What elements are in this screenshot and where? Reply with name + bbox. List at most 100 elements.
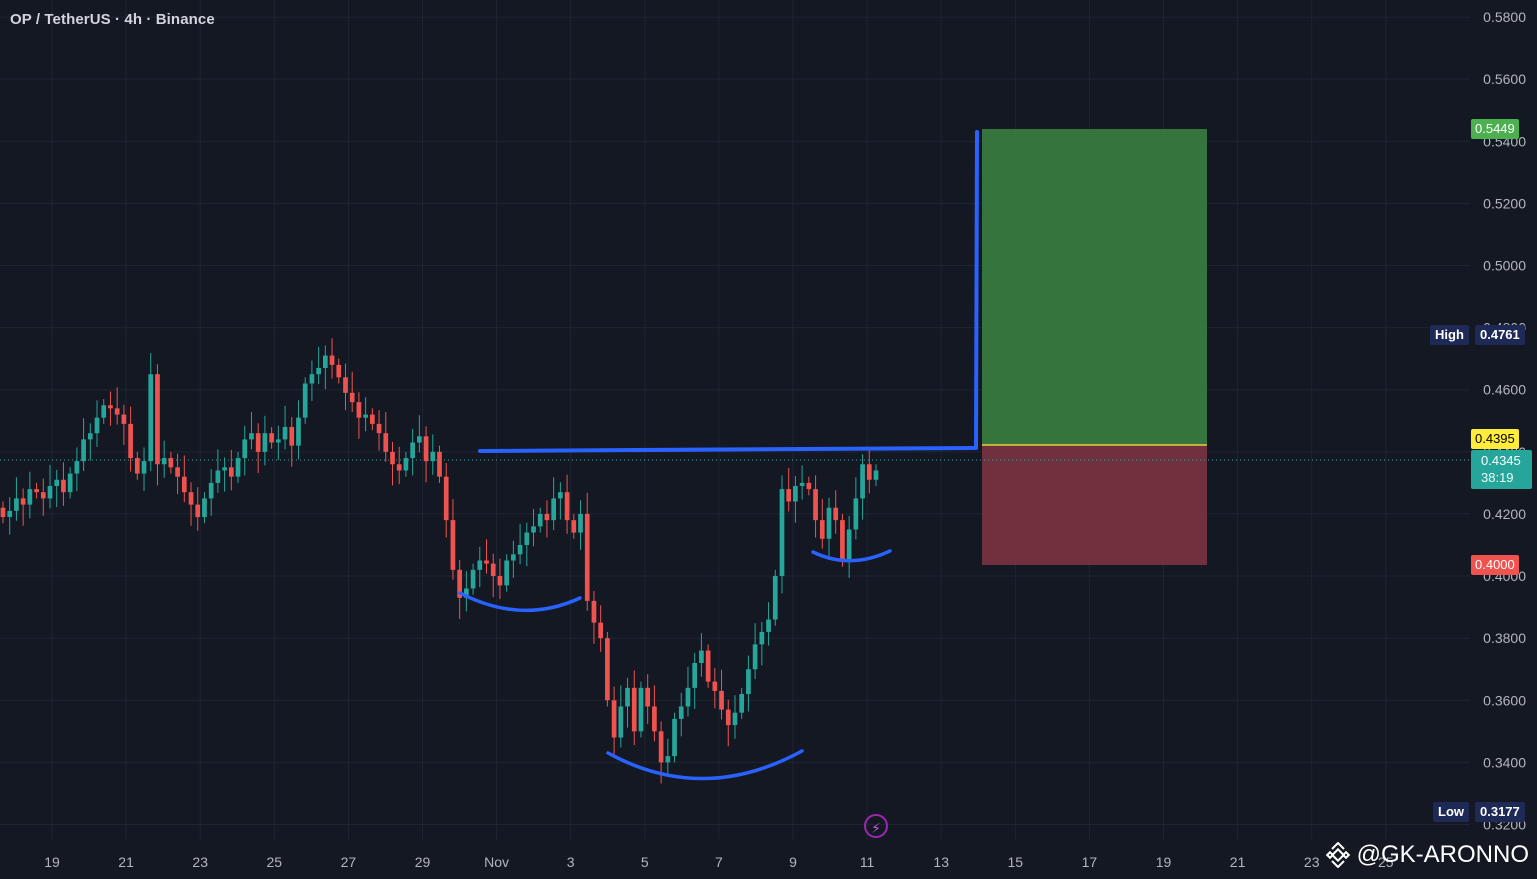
high-label: High bbox=[1430, 325, 1469, 345]
candle-body bbox=[584, 513, 590, 601]
neckline[interactable] bbox=[478, 446, 978, 453]
candle-body bbox=[464, 588, 469, 598]
time-tick-label: 23 bbox=[192, 854, 208, 870]
entry-price-tag: 0.4395 bbox=[1471, 429, 1519, 449]
pattern-drawings[interactable] bbox=[458, 130, 979, 781]
candle-body bbox=[175, 467, 180, 477]
candle-body bbox=[725, 709, 731, 726]
candle-body bbox=[752, 644, 758, 670]
right-shoulder-curve[interactable] bbox=[811, 549, 892, 563]
candle-body bbox=[497, 576, 503, 586]
long-position-tool[interactable] bbox=[982, 129, 1207, 565]
price-tick-label: 0.5600 bbox=[1483, 71, 1526, 87]
candle-body bbox=[470, 569, 476, 589]
candle-body bbox=[866, 464, 872, 480]
candle-body bbox=[148, 374, 154, 462]
candle-body bbox=[168, 458, 174, 468]
candle-body bbox=[329, 355, 335, 365]
symbol-title[interactable]: OP / TetherUS · 4h · Binance bbox=[10, 11, 215, 28]
candle-body bbox=[128, 423, 133, 459]
candle-body bbox=[282, 426, 288, 440]
candle-body bbox=[296, 417, 301, 446]
candle-body bbox=[457, 569, 462, 598]
candle-body bbox=[571, 520, 577, 533]
candle-body bbox=[188, 492, 194, 505]
time-tick-label: 13 bbox=[933, 854, 949, 870]
candle-body bbox=[833, 507, 839, 521]
current-price-badge: 0.4345 38:19 bbox=[1471, 450, 1532, 489]
candle-body bbox=[195, 504, 201, 518]
candle-body bbox=[262, 433, 268, 452]
candle-body bbox=[275, 439, 281, 443]
candle-body bbox=[289, 426, 295, 446]
candle-body bbox=[322, 355, 328, 368]
candle-body bbox=[819, 520, 825, 539]
time-tick-label: 21 bbox=[118, 854, 134, 870]
candle-body bbox=[598, 622, 604, 639]
candle-body bbox=[437, 451, 442, 477]
candle-body bbox=[108, 405, 113, 409]
price-tick-label: 0.5000 bbox=[1483, 258, 1526, 274]
candle-body bbox=[658, 731, 664, 763]
binance-logo-icon bbox=[1325, 842, 1350, 868]
candle-body bbox=[860, 464, 865, 499]
time-axis[interactable]: 19 21 23 25 27 29 Nov 3 5 7 9 11 13 15 17 19 21 23 25 bbox=[44, 854, 1394, 870]
candles[interactable] bbox=[0, 338, 879, 784]
price-tick-label: 0.5200 bbox=[1483, 195, 1526, 211]
candle-body bbox=[537, 513, 543, 527]
candle-body bbox=[551, 498, 557, 521]
candle-body bbox=[141, 461, 147, 474]
candle-body bbox=[383, 433, 389, 452]
candle-body bbox=[228, 467, 234, 477]
candle-body bbox=[853, 498, 859, 530]
bar-countdown: 38:19 bbox=[1481, 470, 1514, 485]
candle-body bbox=[40, 492, 46, 499]
candle-body bbox=[302, 383, 308, 418]
time-tick-label: 7 bbox=[715, 854, 723, 870]
head-curve[interactable] bbox=[606, 749, 804, 781]
loss-zone[interactable] bbox=[982, 445, 1207, 565]
price-tick-label: 0.3600 bbox=[1483, 692, 1526, 708]
candle-body bbox=[524, 532, 530, 545]
candle-body bbox=[47, 485, 53, 499]
candle-body bbox=[611, 700, 617, 738]
candle-body bbox=[336, 364, 342, 378]
time-tick-label: Nov bbox=[484, 854, 509, 870]
time-tick-label: 19 bbox=[44, 854, 60, 870]
candle-body bbox=[316, 367, 321, 375]
candle-body bbox=[578, 513, 583, 533]
candle-body bbox=[363, 414, 368, 418]
candle-body bbox=[739, 694, 745, 713]
candle-body bbox=[222, 467, 227, 471]
left-shoulder-curve[interactable] bbox=[458, 591, 582, 613]
candle-body bbox=[121, 414, 127, 424]
candle-body bbox=[558, 492, 563, 499]
candle-body bbox=[638, 687, 644, 732]
candle-body bbox=[699, 650, 704, 663]
target-projection-line[interactable] bbox=[974, 130, 979, 450]
candle-body bbox=[793, 485, 798, 502]
candle-body bbox=[490, 563, 496, 577]
candle-body bbox=[430, 451, 436, 462]
candle-body bbox=[712, 681, 718, 691]
candle-body bbox=[591, 600, 597, 623]
candle-body bbox=[685, 687, 691, 707]
candle-body bbox=[746, 669, 751, 695]
profit-zone[interactable] bbox=[982, 129, 1207, 445]
candle-body bbox=[34, 489, 39, 493]
candle-body bbox=[625, 687, 630, 707]
candle-body bbox=[705, 650, 711, 682]
candle-body bbox=[840, 520, 845, 561]
price-tick-label: 0.4200 bbox=[1483, 506, 1526, 522]
candle-body bbox=[732, 712, 738, 726]
lightning-icon[interactable]: ⚡ bbox=[864, 814, 888, 838]
candle-body bbox=[376, 423, 382, 434]
candle-body bbox=[719, 690, 724, 710]
time-tick-label: 23 bbox=[1304, 854, 1320, 870]
candle-body bbox=[504, 560, 510, 586]
candle-body bbox=[799, 482, 805, 486]
candle-body bbox=[772, 576, 778, 620]
candle-body bbox=[618, 706, 624, 738]
candle-body bbox=[531, 526, 536, 533]
